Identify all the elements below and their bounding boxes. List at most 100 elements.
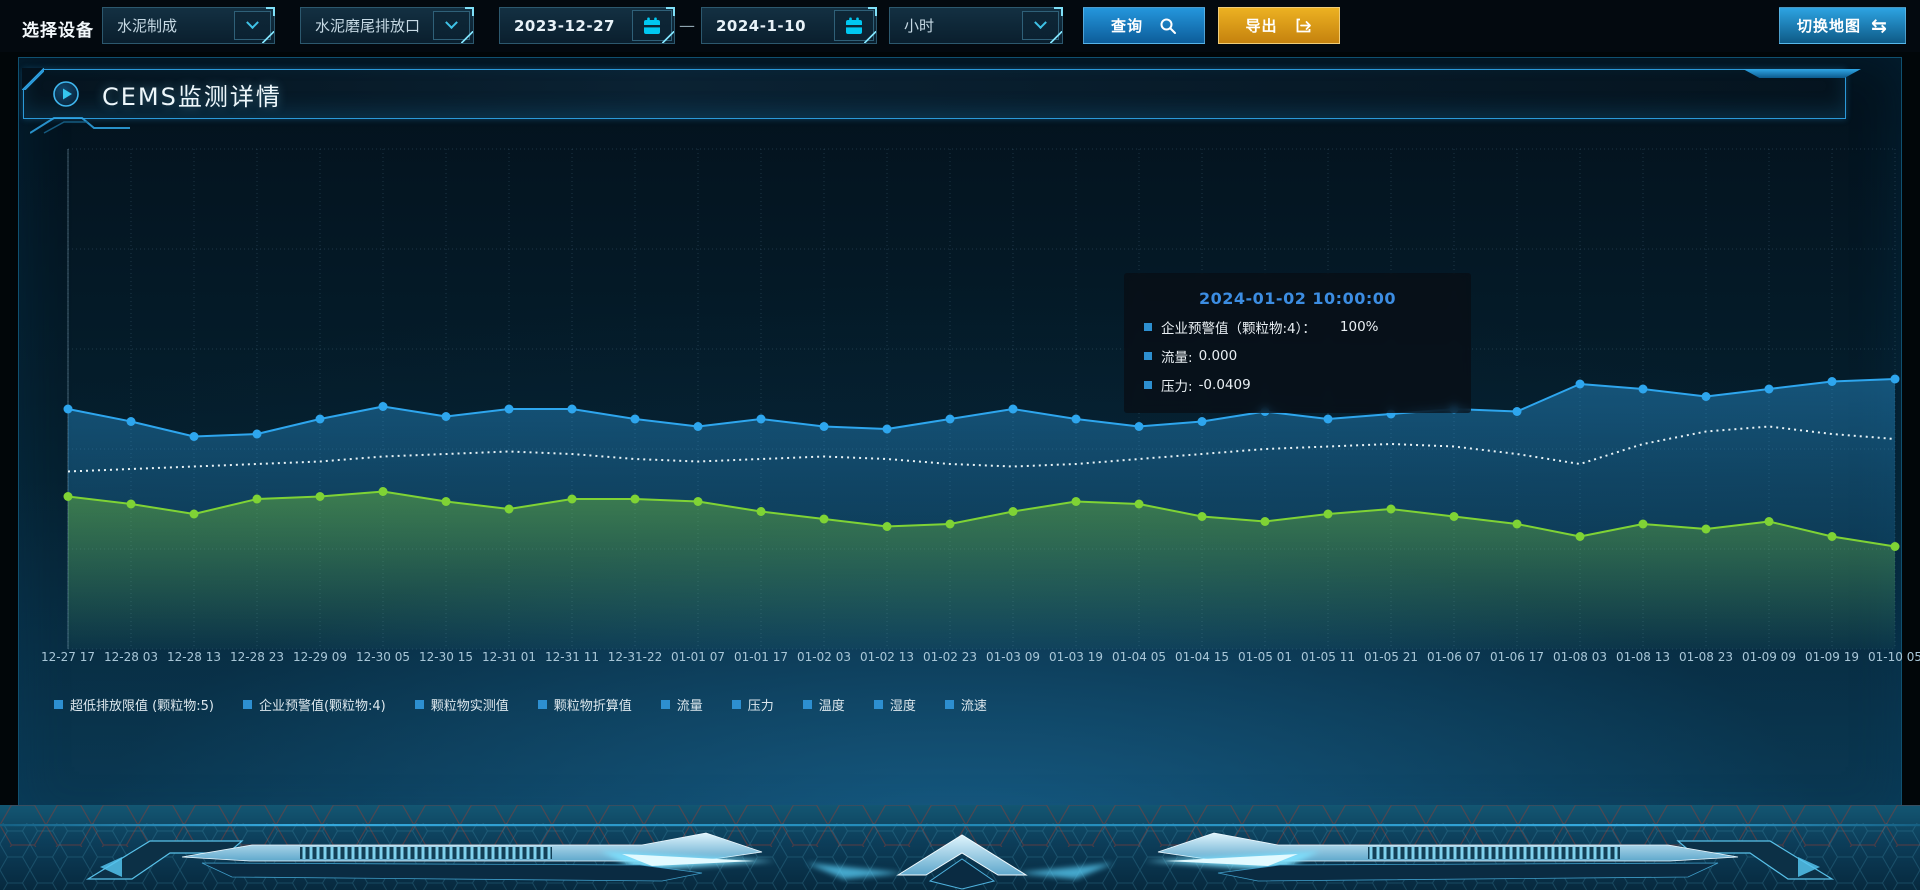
x-axis-tick-label: 12-30 05	[356, 650, 410, 664]
legend-marker-icon	[414, 700, 424, 709]
legend-item[interactable]: 颗粒物实测值	[414, 695, 509, 714]
x-axis-tick-label: 01-05 11	[1301, 650, 1355, 664]
tooltip-row-label: 流量:	[1161, 350, 1193, 366]
legend-label: 超低排放限值 (颗粒物:5)	[70, 699, 214, 714]
x-axis-tick-label: 12-27 17	[41, 650, 95, 664]
x-axis-tick-label: 01-04 15	[1175, 650, 1229, 664]
x-axis-tick-label: 01-08 23	[1679, 650, 1733, 664]
x-axis-tick-label: 01-10 05	[1868, 650, 1920, 664]
tooltip-row: 流量: 0.000	[1144, 346, 1471, 366]
legend-item[interactable]: 超低排放限值 (颗粒物:5)	[54, 695, 214, 714]
search-icon	[1160, 18, 1176, 34]
legend-item[interactable]: 企业预警值(颗粒物:4)	[242, 695, 386, 714]
tooltip-row-value: -0.0409	[1198, 377, 1251, 393]
legend-label: 企业预警值(颗粒物:4)	[258, 699, 386, 714]
legend-item[interactable]: 流量	[660, 695, 703, 714]
date-range-separator: —	[679, 16, 695, 35]
device-type-select[interactable]: 水泥制成	[102, 7, 275, 44]
x-axis-tick-label: 01-06 17	[1490, 650, 1544, 664]
query-button[interactable]: 查询	[1083, 7, 1205, 44]
legend-marker-icon	[242, 700, 252, 709]
outlet-select[interactable]: 水泥磨尾排放口	[300, 7, 474, 44]
x-axis-tick-label: 01-02 23	[923, 650, 977, 664]
legend-label: 颗粒物实测值	[430, 699, 509, 714]
x-axis-tick-label: 12-30 15	[419, 650, 473, 664]
footer-decoration	[0, 805, 1920, 890]
interval-value: 小时	[904, 17, 935, 35]
tooltip-timestamp: 2024-01-02 10:00:00	[1198, 289, 1396, 308]
legend-marker-icon	[731, 700, 741, 709]
legend-marker-icon	[537, 700, 547, 709]
legend-marker-icon	[873, 700, 883, 709]
x-axis-tick-label: 01-02 13	[860, 650, 914, 664]
x-axis-tick-label: 01-04 05	[1112, 650, 1166, 664]
tooltip-row-label: 企业预警值（颗粒物:4）：	[1161, 321, 1316, 337]
calendar-icon[interactable]	[632, 10, 672, 41]
legend-marker-icon	[660, 700, 670, 709]
tooltip-row-label: 压力:	[1161, 379, 1193, 395]
titlebar-notch-decoration	[1743, 69, 1861, 78]
legend-item[interactable]: 流速	[944, 695, 987, 714]
x-axis-tick-label: 01-03 09	[986, 650, 1040, 664]
legend-label: 流量	[676, 699, 703, 714]
x-axis-tick-label: 01-02 03	[797, 650, 851, 664]
end-date-picker[interactable]: 2024-1-10	[701, 7, 877, 44]
x-axis-tick-label: 12-28 03	[104, 650, 158, 664]
x-axis-tick-label: 01-09 19	[1805, 650, 1859, 664]
tooltip-series-marker-icon	[1144, 381, 1152, 389]
x-axis-labels: 12-27 17 12-28 03 12-28 13 12-28 23 12-29 09…	[19, 650, 1920, 668]
x-axis-tick-label: 01-01 17	[734, 650, 788, 664]
switch-map-button[interactable]: 切换地图 ⇆	[1779, 7, 1906, 44]
chevron-down-icon[interactable]	[433, 11, 470, 40]
tooltip-rows: 企业预警值（颗粒物:4）： 100% 流量: 0.000 压力: -0.0409	[1124, 317, 1471, 395]
legend-item[interactable]: 压力	[731, 695, 774, 714]
chevron-down-icon[interactable]	[234, 11, 271, 40]
export-button[interactable]: 导出	[1218, 7, 1340, 44]
legend-label: 颗粒物折算值	[553, 699, 632, 714]
titlebar-corner-decoration	[22, 68, 44, 90]
interval-select[interactable]: 小时	[889, 7, 1063, 44]
outlet-value: 水泥磨尾排放口	[315, 17, 421, 35]
panel-titlebar: CEMS监测详情	[22, 68, 1861, 134]
x-axis-tick-label: 01-03 19	[1049, 650, 1103, 664]
tooltip-row-value: 0.000	[1198, 348, 1238, 364]
export-icon	[1296, 18, 1311, 33]
start-date-picker[interactable]: 2023-12-27	[499, 7, 675, 44]
swap-arrows-icon: ⇆	[1871, 14, 1888, 37]
x-axis-tick-label: 01-01 07	[671, 650, 725, 664]
export-button-label: 导出	[1245, 17, 1278, 35]
x-axis-tick-label: 01-06 07	[1427, 650, 1481, 664]
x-axis-tick-label: 01-08 13	[1616, 650, 1670, 664]
x-axis-tick-label: 12-28 13	[167, 650, 221, 664]
x-axis-tick-label: 12-31 11	[545, 650, 599, 664]
device-select-label: 选择设备	[22, 21, 94, 41]
x-axis-tick-label: 12-31 01	[482, 650, 536, 664]
start-date-value: 2023-12-27	[514, 16, 615, 35]
chart-legend: 超低排放限值 (颗粒物:5) 企业预警值(颗粒物:4) 颗粒物实测值 颗粒物折算值 流量…	[54, 695, 987, 714]
chart-tooltip: 2024-01-02 10:00:00 企业预警值（颗粒物:4）： 100% 流量:…	[1124, 273, 1471, 413]
toolbar: 选择设备 水泥制成 水泥磨尾排放口 2023-12-27 — 2024-1-10	[0, 0, 1920, 52]
tooltip-row: 压力: -0.0409	[1144, 375, 1471, 395]
legend-marker-icon	[802, 700, 812, 709]
x-axis-tick-label: 01-08 03	[1553, 650, 1607, 664]
legend-item[interactable]: 湿度	[873, 695, 916, 714]
query-button-label: 查询	[1110, 17, 1143, 35]
titlebar-zigzag-decoration	[30, 117, 130, 134]
switch-map-label: 切换地图	[1797, 17, 1862, 35]
x-axis-tick-label: 12-31-22	[607, 650, 663, 664]
cems-detail-panel: CEMS监测详情 12-27 17 12-28 03 12-28 13 12-28 2…	[18, 57, 1920, 828]
legend-item[interactable]: 温度	[802, 695, 845, 714]
x-axis-tick-label: 12-28 23	[230, 650, 284, 664]
x-axis-tick-label: 12-29 09	[293, 650, 347, 664]
legend-label: 温度	[818, 699, 845, 714]
play-icon	[52, 80, 80, 108]
legend-item[interactable]: 颗粒物折算值	[537, 695, 632, 714]
chevron-down-icon[interactable]	[1022, 11, 1059, 40]
cems-line-chart[interactable]	[19, 58, 1903, 678]
x-axis-tick-label: 01-09 09	[1742, 650, 1796, 664]
legend-label: 流速	[960, 699, 987, 714]
x-axis-tick-label: 01-05 21	[1364, 650, 1418, 664]
calendar-icon[interactable]	[834, 10, 874, 41]
tooltip-row: 企业预警值（颗粒物:4）： 100%	[1144, 317, 1471, 337]
